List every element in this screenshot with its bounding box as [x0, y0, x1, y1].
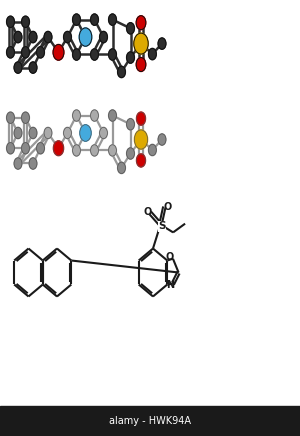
- Circle shape: [136, 112, 146, 125]
- Circle shape: [91, 145, 98, 156]
- Circle shape: [73, 110, 80, 121]
- Circle shape: [14, 127, 22, 139]
- Circle shape: [73, 49, 80, 60]
- Circle shape: [127, 23, 134, 34]
- Circle shape: [73, 145, 80, 156]
- Circle shape: [109, 49, 116, 60]
- Circle shape: [14, 31, 22, 43]
- Circle shape: [44, 127, 52, 139]
- Circle shape: [91, 14, 98, 25]
- Circle shape: [53, 141, 64, 156]
- Circle shape: [127, 52, 134, 63]
- Bar: [0, 406, 300, 436]
- Circle shape: [134, 130, 148, 149]
- Circle shape: [29, 158, 37, 169]
- Circle shape: [73, 14, 80, 25]
- Circle shape: [14, 62, 22, 73]
- Circle shape: [136, 154, 146, 167]
- Circle shape: [22, 16, 29, 27]
- Circle shape: [148, 144, 156, 156]
- Circle shape: [7, 16, 14, 27]
- Circle shape: [148, 48, 156, 60]
- Circle shape: [118, 162, 125, 174]
- Circle shape: [29, 62, 37, 73]
- Circle shape: [22, 143, 29, 154]
- Circle shape: [127, 119, 134, 130]
- Circle shape: [22, 47, 29, 58]
- Circle shape: [29, 127, 37, 139]
- Circle shape: [37, 143, 44, 154]
- Circle shape: [53, 44, 64, 60]
- Circle shape: [22, 112, 29, 123]
- Circle shape: [37, 47, 44, 58]
- Circle shape: [158, 134, 166, 145]
- Circle shape: [64, 31, 71, 43]
- Circle shape: [44, 31, 52, 43]
- Circle shape: [7, 47, 14, 58]
- Text: O: O: [144, 208, 152, 217]
- Circle shape: [80, 125, 91, 141]
- Text: alamy - HWK94A: alamy - HWK94A: [109, 416, 191, 426]
- Circle shape: [100, 127, 107, 139]
- Circle shape: [91, 49, 98, 60]
- Circle shape: [64, 127, 71, 139]
- Circle shape: [118, 66, 125, 78]
- Circle shape: [109, 110, 116, 121]
- Text: N: N: [166, 280, 174, 290]
- Text: S: S: [158, 221, 166, 231]
- Circle shape: [7, 112, 14, 123]
- Circle shape: [136, 58, 146, 72]
- Circle shape: [7, 143, 14, 154]
- Circle shape: [158, 38, 166, 49]
- Text: O: O: [165, 252, 173, 262]
- Circle shape: [79, 28, 92, 46]
- Circle shape: [91, 110, 98, 121]
- Circle shape: [100, 31, 107, 43]
- Circle shape: [29, 31, 37, 43]
- Circle shape: [109, 145, 116, 156]
- Circle shape: [134, 33, 148, 54]
- Circle shape: [14, 158, 22, 169]
- Circle shape: [136, 16, 146, 30]
- Circle shape: [109, 14, 116, 25]
- Circle shape: [127, 148, 134, 159]
- Text: O: O: [164, 202, 172, 211]
